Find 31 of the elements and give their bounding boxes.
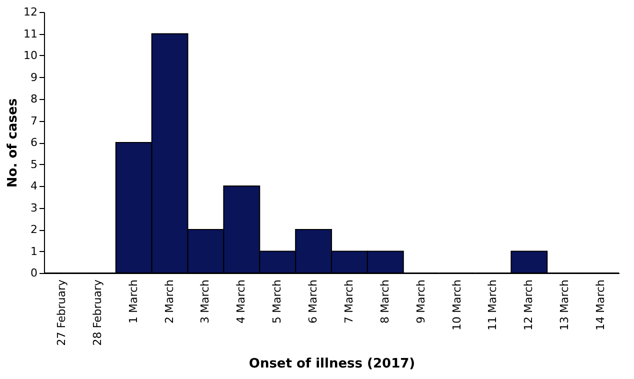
x-tick-label: 1 March [126,279,140,324]
y-tick-label: 11 [24,27,38,40]
x-tick-label: 2 March [162,279,176,324]
x-tick-label: 5 March [270,279,284,324]
y-tick-label: 8 [30,92,38,106]
y-tick-label: 2 [30,223,38,236]
y-tick-label: 6 [30,136,38,149]
y-axis-title: No. of cases [6,98,21,188]
y-tick-label: 9 [30,70,38,84]
x-tick-label: 4 March [234,279,248,324]
x-tick-label: 11 March [486,279,500,331]
x-tick-label: 13 March [558,279,572,331]
y-tick-label: 7 [30,114,38,128]
y-tick-label: 1 [30,244,38,258]
y-tick-label: 10 [24,49,38,62]
y-tick-label: 0 [30,266,38,280]
x-tick-label: 7 March [342,279,356,324]
x-tick-label: 9 March [414,279,428,324]
x-axis-title: Onset of illness (2017) [248,356,416,372]
x-tick-label: 10 March [450,279,464,331]
x-tick-label: 6 March [306,279,320,324]
y-tick-label: 3 [30,201,38,214]
x-tick-label: 3 March [198,279,212,324]
x-tick-label: 14 March [594,279,608,331]
x-tick-label: 28 February [90,279,104,346]
x-tick-label: 8 March [378,279,392,324]
y-tick-label: 12 [24,6,38,18]
x-tick-label: 27 February [54,279,68,346]
y-tick-label: 4 [30,180,38,192]
x-tick-label: 12 March [522,279,536,331]
y-tick-label: 5 [30,158,38,171]
